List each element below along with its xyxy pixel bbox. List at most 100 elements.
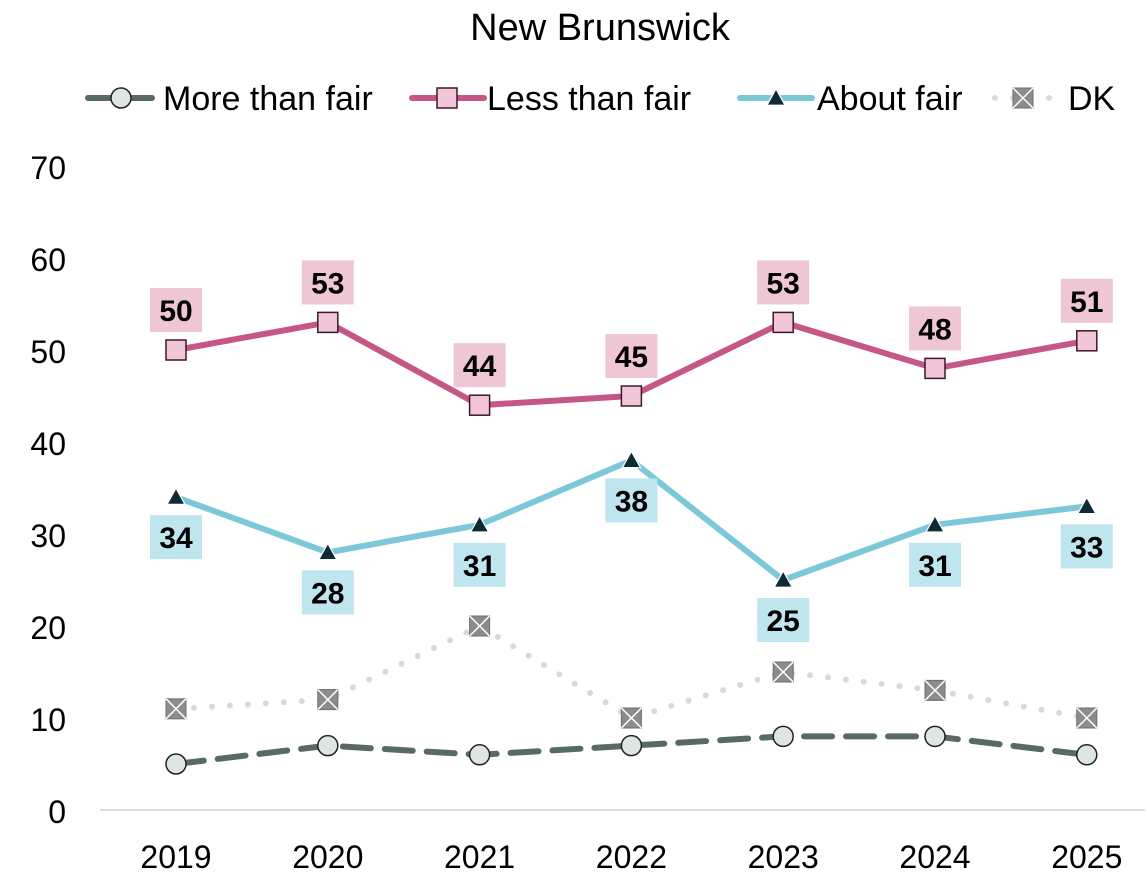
point-less-than-fair-2020 xyxy=(317,311,339,334)
data-label-about-fair-2021: 31 xyxy=(463,550,496,583)
data-label-bg-less-than-fair-2019 xyxy=(150,288,202,332)
point-more-than-fair-2024 xyxy=(924,725,946,748)
data-label-less-than-fair-2022: 45 xyxy=(615,341,648,374)
y-tick-label-40: 40 xyxy=(30,426,66,462)
series-less-than-fair: 50 53 44 45 53 48 51 xyxy=(150,260,1113,416)
series-dk xyxy=(165,615,1098,729)
x-tick-label-2024: 2024 xyxy=(899,839,970,874)
y-tick-label-0: 0 xyxy=(48,794,66,830)
point-about-fair-2024 xyxy=(924,514,946,533)
data-label-bg-about-fair-2022 xyxy=(605,478,658,523)
data-label-bg-about-fair-2020 xyxy=(301,570,354,615)
point-dk-2022 xyxy=(620,707,642,729)
point-more-than-fair-2022 xyxy=(620,734,643,757)
x-tick-label-2022: 2022 xyxy=(596,839,667,874)
data-label-bg-less-than-fair-2020 xyxy=(301,260,354,305)
data-label-less-than-fair-2021: 44 xyxy=(463,350,497,383)
point-dk-2020-cross-b xyxy=(317,689,339,711)
point-less-than-fair-2021 xyxy=(468,394,491,416)
x-axis: 2019 2020 2021 2022 2023 2024 2025 xyxy=(100,809,1145,874)
series-about-fair: 34 28 31 38 25 31 33 xyxy=(150,450,1113,642)
point-more-than-fair-2020 xyxy=(317,734,339,757)
x-tick-label-2020: 2020 xyxy=(292,839,363,874)
point-about-fair-2022 xyxy=(621,450,642,469)
data-label-less-than-fair-2019: 50 xyxy=(159,295,192,328)
legend-marker-about-fair xyxy=(765,87,787,106)
y-tick-label-20: 20 xyxy=(30,610,66,646)
chart-title: New Brunswick xyxy=(470,7,731,49)
point-dk-2025-cross-b xyxy=(1076,707,1098,729)
data-label-bg-less-than-fair-2023 xyxy=(757,260,810,305)
data-label-bg-about-fair-2019 xyxy=(150,515,202,560)
point-dk-2020 xyxy=(317,689,339,711)
legend-label-about-fair: About fair xyxy=(817,80,963,118)
point-dk-2025 xyxy=(1076,707,1098,729)
data-label-about-fair-2025: 33 xyxy=(1070,531,1103,564)
legend-item-dk: DK xyxy=(992,80,1116,118)
data-label-bg-less-than-fair-2022 xyxy=(605,334,658,378)
legend-label-less-than-fair: Less than fair xyxy=(487,80,691,118)
point-about-fair-2023 xyxy=(773,569,794,588)
point-less-than-fair-2019 xyxy=(165,339,187,361)
point-less-than-fair-2022 xyxy=(620,385,643,407)
point-less-than-fair-2024 xyxy=(924,357,946,380)
data-label-less-than-fair-2023: 53 xyxy=(767,267,800,300)
legend-marker-dk xyxy=(1012,87,1034,109)
data-label-about-fair-2022: 38 xyxy=(615,485,648,518)
data-label-bg-less-than-fair-2025 xyxy=(1060,278,1113,323)
x-tick-label-2023: 2023 xyxy=(748,839,819,874)
point-less-than-fair-2025 xyxy=(1076,330,1098,352)
y-tick-label-50: 50 xyxy=(30,334,66,370)
point-about-fair-2025 xyxy=(1076,496,1097,515)
point-more-than-fair-2021 xyxy=(468,744,491,766)
series-line-dk xyxy=(173,622,1090,722)
x-tick-label-2025: 2025 xyxy=(1051,839,1122,874)
point-dk-2021-cross-b xyxy=(469,615,491,637)
data-label-bg-about-fair-2025 xyxy=(1060,524,1113,569)
legend-item-about-fair: About fair xyxy=(737,80,963,118)
data-label-bg-about-fair-2021 xyxy=(453,542,506,587)
y-tick-label-70: 70 xyxy=(30,150,66,186)
series-more-than-fair xyxy=(165,725,1098,775)
point-less-than-fair-2023 xyxy=(772,311,794,334)
point-more-than-fair-2019 xyxy=(165,753,187,775)
point-about-fair-2020 xyxy=(317,542,338,561)
data-label-about-fair-2023: 25 xyxy=(767,605,800,638)
point-dk-2024 xyxy=(924,679,946,701)
point-dk-2019 xyxy=(165,698,187,720)
data-label-less-than-fair-2025: 51 xyxy=(1070,286,1103,319)
data-label-bg-less-than-fair-2021 xyxy=(453,343,506,388)
point-dk-2019-cross-b xyxy=(165,698,187,720)
data-label-less-than-fair-2020: 53 xyxy=(311,267,344,300)
data-label-bg-about-fair-2024 xyxy=(909,542,961,587)
point-about-fair-2021 xyxy=(469,514,490,533)
y-tick-label-60: 60 xyxy=(30,242,66,278)
legend-marker-more-than-fair xyxy=(110,87,132,109)
y-tick-label-30: 30 xyxy=(30,518,66,554)
legend-marker-dk-cross-b xyxy=(1012,87,1034,109)
legend: More than fair Less than fair About fair DK xyxy=(85,80,1116,118)
legend-label-dk: DK xyxy=(1068,80,1116,118)
data-label-about-fair-2020: 28 xyxy=(311,577,344,610)
point-more-than-fair-2023 xyxy=(772,725,794,748)
point-dk-2021 xyxy=(469,615,491,637)
point-dk-2023-cross-b xyxy=(772,661,794,683)
y-axis: 0 10 20 30 40 50 60 70 xyxy=(30,150,66,830)
point-about-fair-2019 xyxy=(165,486,187,505)
data-label-less-than-fair-2024: 48 xyxy=(918,313,951,346)
data-label-about-fair-2019: 34 xyxy=(159,522,193,555)
legend-marker-less-than-fair xyxy=(436,87,458,109)
y-tick-label-10: 10 xyxy=(30,702,66,738)
x-tick-label-2021: 2021 xyxy=(444,839,515,874)
data-label-bg-less-than-fair-2024 xyxy=(909,306,961,351)
x-tick-label-2019: 2019 xyxy=(140,839,211,874)
point-dk-2023 xyxy=(772,661,794,683)
data-label-about-fair-2024: 31 xyxy=(918,550,951,583)
plot-area: 34 28 31 38 25 31 33 50 53 44 45 53 48 51 xyxy=(150,260,1113,775)
data-label-bg-about-fair-2023 xyxy=(757,598,810,642)
legend-label-more-than-fair: More than fair xyxy=(163,80,373,118)
legend-item-more-than-fair: More than fair xyxy=(85,80,373,118)
point-more-than-fair-2025 xyxy=(1076,744,1098,766)
point-dk-2024-cross-b xyxy=(924,679,946,701)
point-dk-2022-cross-b xyxy=(620,707,642,729)
